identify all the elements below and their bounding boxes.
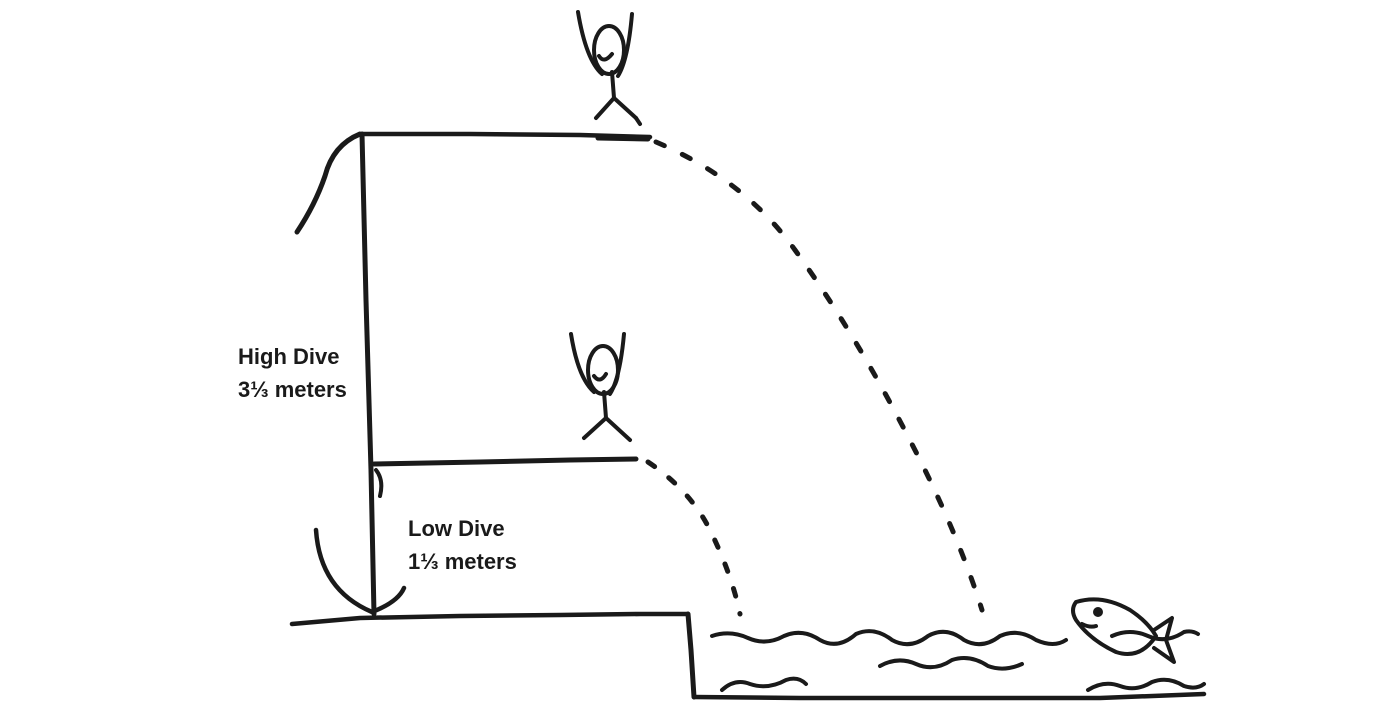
low-dive-trajectory bbox=[645, 459, 743, 617]
high-dive-label: High Dive 3⅓ meters bbox=[238, 340, 347, 406]
water-waves-icon bbox=[710, 629, 1206, 692]
high-dive-height: 3⅓ meters bbox=[238, 377, 347, 402]
low-dive-label: Low Dive 1⅓ meters bbox=[408, 512, 517, 578]
pool-wall bbox=[685, 611, 697, 700]
low-dive-name: Low Dive bbox=[408, 516, 505, 541]
high-dive-top-arrow bbox=[294, 131, 363, 235]
height-measure-line bbox=[359, 131, 377, 617]
high-dive-name: High Dive bbox=[238, 344, 340, 369]
pool-bottom bbox=[691, 691, 1207, 701]
high-dive-trajectory bbox=[653, 139, 985, 613]
low-dive-start-arc bbox=[374, 468, 384, 498]
bottom-arrowhead bbox=[313, 527, 407, 615]
fish-icon bbox=[1071, 597, 1176, 664]
high-dive-platform-edge bbox=[595, 135, 651, 142]
low-dive-platform bbox=[371, 456, 639, 467]
stick-figure-diver-icon bbox=[569, 332, 632, 442]
ground-line bbox=[289, 611, 691, 627]
stick-figure-diver-icon bbox=[576, 10, 642, 126]
low-dive-height: 1⅓ meters bbox=[408, 549, 517, 574]
